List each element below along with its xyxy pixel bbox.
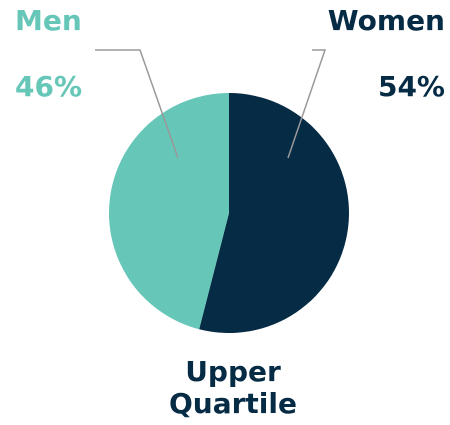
value-label: 54% bbox=[378, 70, 445, 103]
leader-line bbox=[95, 49, 179, 159]
leader-line bbox=[287, 49, 327, 159]
slice-label: Men bbox=[15, 4, 82, 37]
slice-label: Women bbox=[328, 4, 445, 37]
pie-slice bbox=[199, 93, 350, 333]
chart-title: Upper Quartile bbox=[168, 355, 297, 420]
pie-slice bbox=[109, 93, 229, 330]
value-label: 46% bbox=[15, 70, 82, 103]
